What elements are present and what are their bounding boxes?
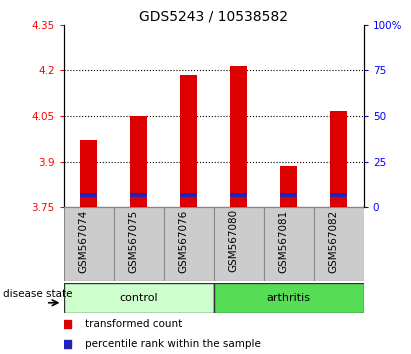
Bar: [230, 66, 247, 207]
Bar: [130, 193, 148, 198]
Bar: [130, 116, 148, 207]
Bar: [180, 193, 197, 198]
Text: arthritis: arthritis: [267, 293, 311, 303]
Bar: [330, 112, 347, 207]
Text: control: control: [120, 293, 158, 303]
Bar: [214, 283, 364, 313]
Text: percentile rank within the sample: percentile rank within the sample: [85, 339, 261, 349]
Text: GSM567080: GSM567080: [229, 209, 239, 273]
Bar: [80, 140, 97, 207]
Bar: [314, 207, 364, 281]
Bar: [164, 207, 214, 281]
Bar: [80, 193, 97, 198]
Bar: [280, 166, 298, 207]
Bar: [230, 193, 247, 198]
Text: transformed count: transformed count: [85, 319, 182, 329]
Bar: [114, 207, 164, 281]
Bar: [330, 193, 347, 198]
Bar: [214, 207, 264, 281]
Text: disease state: disease state: [3, 289, 73, 299]
Text: GSM567076: GSM567076: [179, 209, 189, 273]
Bar: [264, 207, 314, 281]
Title: GDS5243 / 10538582: GDS5243 / 10538582: [139, 10, 288, 24]
Bar: [64, 283, 214, 313]
Text: GSM567075: GSM567075: [129, 209, 139, 273]
Bar: [64, 207, 114, 281]
Bar: [180, 75, 197, 207]
Text: GSM567081: GSM567081: [279, 209, 289, 273]
Text: GSM567074: GSM567074: [79, 209, 89, 273]
Text: GSM567082: GSM567082: [329, 209, 339, 273]
Bar: [280, 193, 298, 198]
